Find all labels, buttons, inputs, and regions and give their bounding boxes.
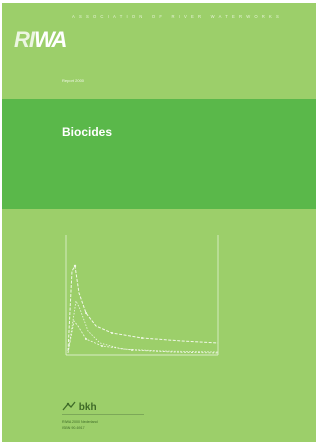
- organization-name: ASSOCIATION OF RIVER WATERWORKS: [72, 14, 284, 19]
- bkh-mark-icon: [62, 401, 76, 411]
- footer-divider: [62, 414, 144, 415]
- plot-markers: [73, 264, 143, 351]
- report-title: Biocides: [62, 125, 113, 139]
- plot-frame: [65, 235, 219, 356]
- decorative-plot-graphic: [65, 235, 219, 356]
- report-cover: ASSOCIATION OF RIVER WATERWORKS RIWA Rep…: [2, 3, 316, 442]
- plot-curve-tertiary: [67, 299, 219, 354]
- bkh-logo: bkh: [62, 401, 97, 413]
- logo-prefix: RI: [14, 27, 35, 52]
- plot-curve-primary: [67, 264, 219, 352]
- footer-line-2: ISBN 90-6917: [62, 426, 85, 430]
- riwa-logo: RIWA: [14, 27, 67, 53]
- plot-curve-secondary: [67, 320, 219, 354]
- footer-line-1: RIWA 2000 Nederland: [62, 420, 98, 424]
- title-band: Biocides: [2, 99, 316, 209]
- bkh-name: bkh: [78, 402, 97, 413]
- report-label: Report 2000: [62, 78, 85, 83]
- logo-accent: WA: [34, 27, 67, 52]
